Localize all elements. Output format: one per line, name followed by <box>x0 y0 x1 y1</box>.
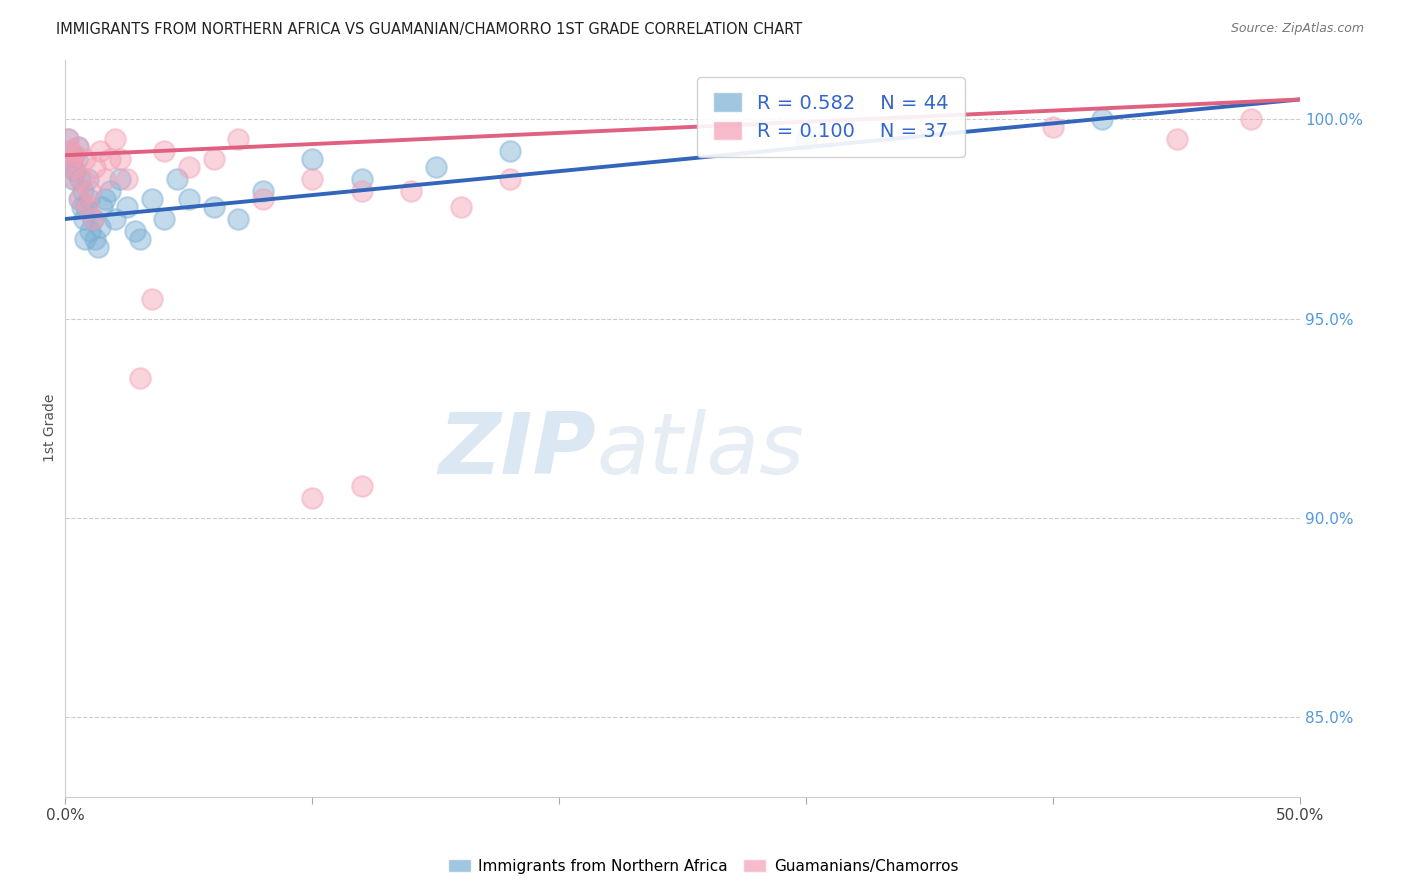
Point <box>1042 120 1064 135</box>
Point <box>66 140 89 154</box>
Point <box>82 211 104 226</box>
Point <box>84 160 107 174</box>
Point <box>128 371 150 385</box>
Point <box>104 132 127 146</box>
Legend: R = 0.582    N = 44, R = 0.100    N = 37: R = 0.582 N = 44, R = 0.100 N = 37 <box>697 77 965 157</box>
Point <box>153 211 176 226</box>
Point <box>177 160 200 174</box>
Point <box>69 172 91 186</box>
Point <box>70 200 93 214</box>
Point <box>67 192 90 206</box>
Point <box>350 184 373 198</box>
Point <box>75 152 97 166</box>
Point <box>86 240 108 254</box>
Point <box>350 172 373 186</box>
Point <box>104 211 127 226</box>
Point <box>301 172 323 186</box>
Point <box>115 172 138 186</box>
Point <box>65 164 87 178</box>
Point <box>794 132 817 146</box>
Point <box>65 152 87 166</box>
Point <box>108 172 131 186</box>
Point <box>56 132 79 146</box>
Point <box>425 160 447 174</box>
Text: IMMIGRANTS FROM NORTHERN AFRICA VS GUAMANIAN/CHAMORRO 1ST GRADE CORRELATION CHAR: IMMIGRANTS FROM NORTHERN AFRICA VS GUAMA… <box>56 22 803 37</box>
Point <box>65 172 87 186</box>
Point <box>59 152 82 166</box>
Text: ZIP: ZIP <box>439 409 596 491</box>
Point <box>89 219 111 234</box>
Point <box>108 152 131 166</box>
Point <box>1091 112 1114 127</box>
Point <box>128 232 150 246</box>
Point <box>60 160 83 174</box>
Point <box>79 184 101 198</box>
Legend: Immigrants from Northern Africa, Guamanians/Chamorros: Immigrants from Northern Africa, Guamani… <box>441 853 965 880</box>
Point <box>63 148 86 162</box>
Point <box>166 172 188 186</box>
Point <box>202 200 225 214</box>
Point <box>79 224 101 238</box>
Point <box>76 172 98 186</box>
Y-axis label: 1st Grade: 1st Grade <box>44 394 58 462</box>
Point <box>499 145 522 159</box>
Point <box>66 140 89 154</box>
Point <box>94 192 117 206</box>
Point <box>89 145 111 159</box>
Text: atlas: atlas <box>596 409 804 491</box>
Point <box>59 145 82 159</box>
Point <box>98 152 121 166</box>
Point <box>73 211 96 226</box>
Point <box>141 192 163 206</box>
Point <box>1166 132 1188 146</box>
Point <box>56 132 79 146</box>
Point <box>94 172 117 186</box>
Point <box>58 145 80 159</box>
Point <box>84 232 107 246</box>
Point <box>72 184 94 198</box>
Point <box>69 192 91 206</box>
Point <box>350 479 373 493</box>
Point <box>252 184 274 198</box>
Point <box>226 211 249 226</box>
Point <box>115 200 138 214</box>
Point <box>77 192 100 206</box>
Point <box>75 232 97 246</box>
Point <box>301 491 323 505</box>
Point <box>98 184 121 198</box>
Point <box>82 211 104 226</box>
Text: Source: ZipAtlas.com: Source: ZipAtlas.com <box>1230 22 1364 36</box>
Point <box>58 152 80 166</box>
Point <box>75 200 97 214</box>
Point <box>62 172 84 186</box>
Point <box>141 292 163 306</box>
Point <box>72 172 94 186</box>
Point <box>226 132 249 146</box>
Point <box>399 184 422 198</box>
Point <box>124 224 146 238</box>
Point <box>63 148 86 162</box>
Point <box>252 192 274 206</box>
Point <box>76 200 98 214</box>
Point <box>177 192 200 206</box>
Point <box>301 152 323 166</box>
Point <box>499 172 522 186</box>
Point <box>62 160 84 174</box>
Point <box>1239 112 1261 127</box>
Point <box>153 145 176 159</box>
Point <box>450 200 472 214</box>
Point <box>202 152 225 166</box>
Point <box>91 200 114 214</box>
